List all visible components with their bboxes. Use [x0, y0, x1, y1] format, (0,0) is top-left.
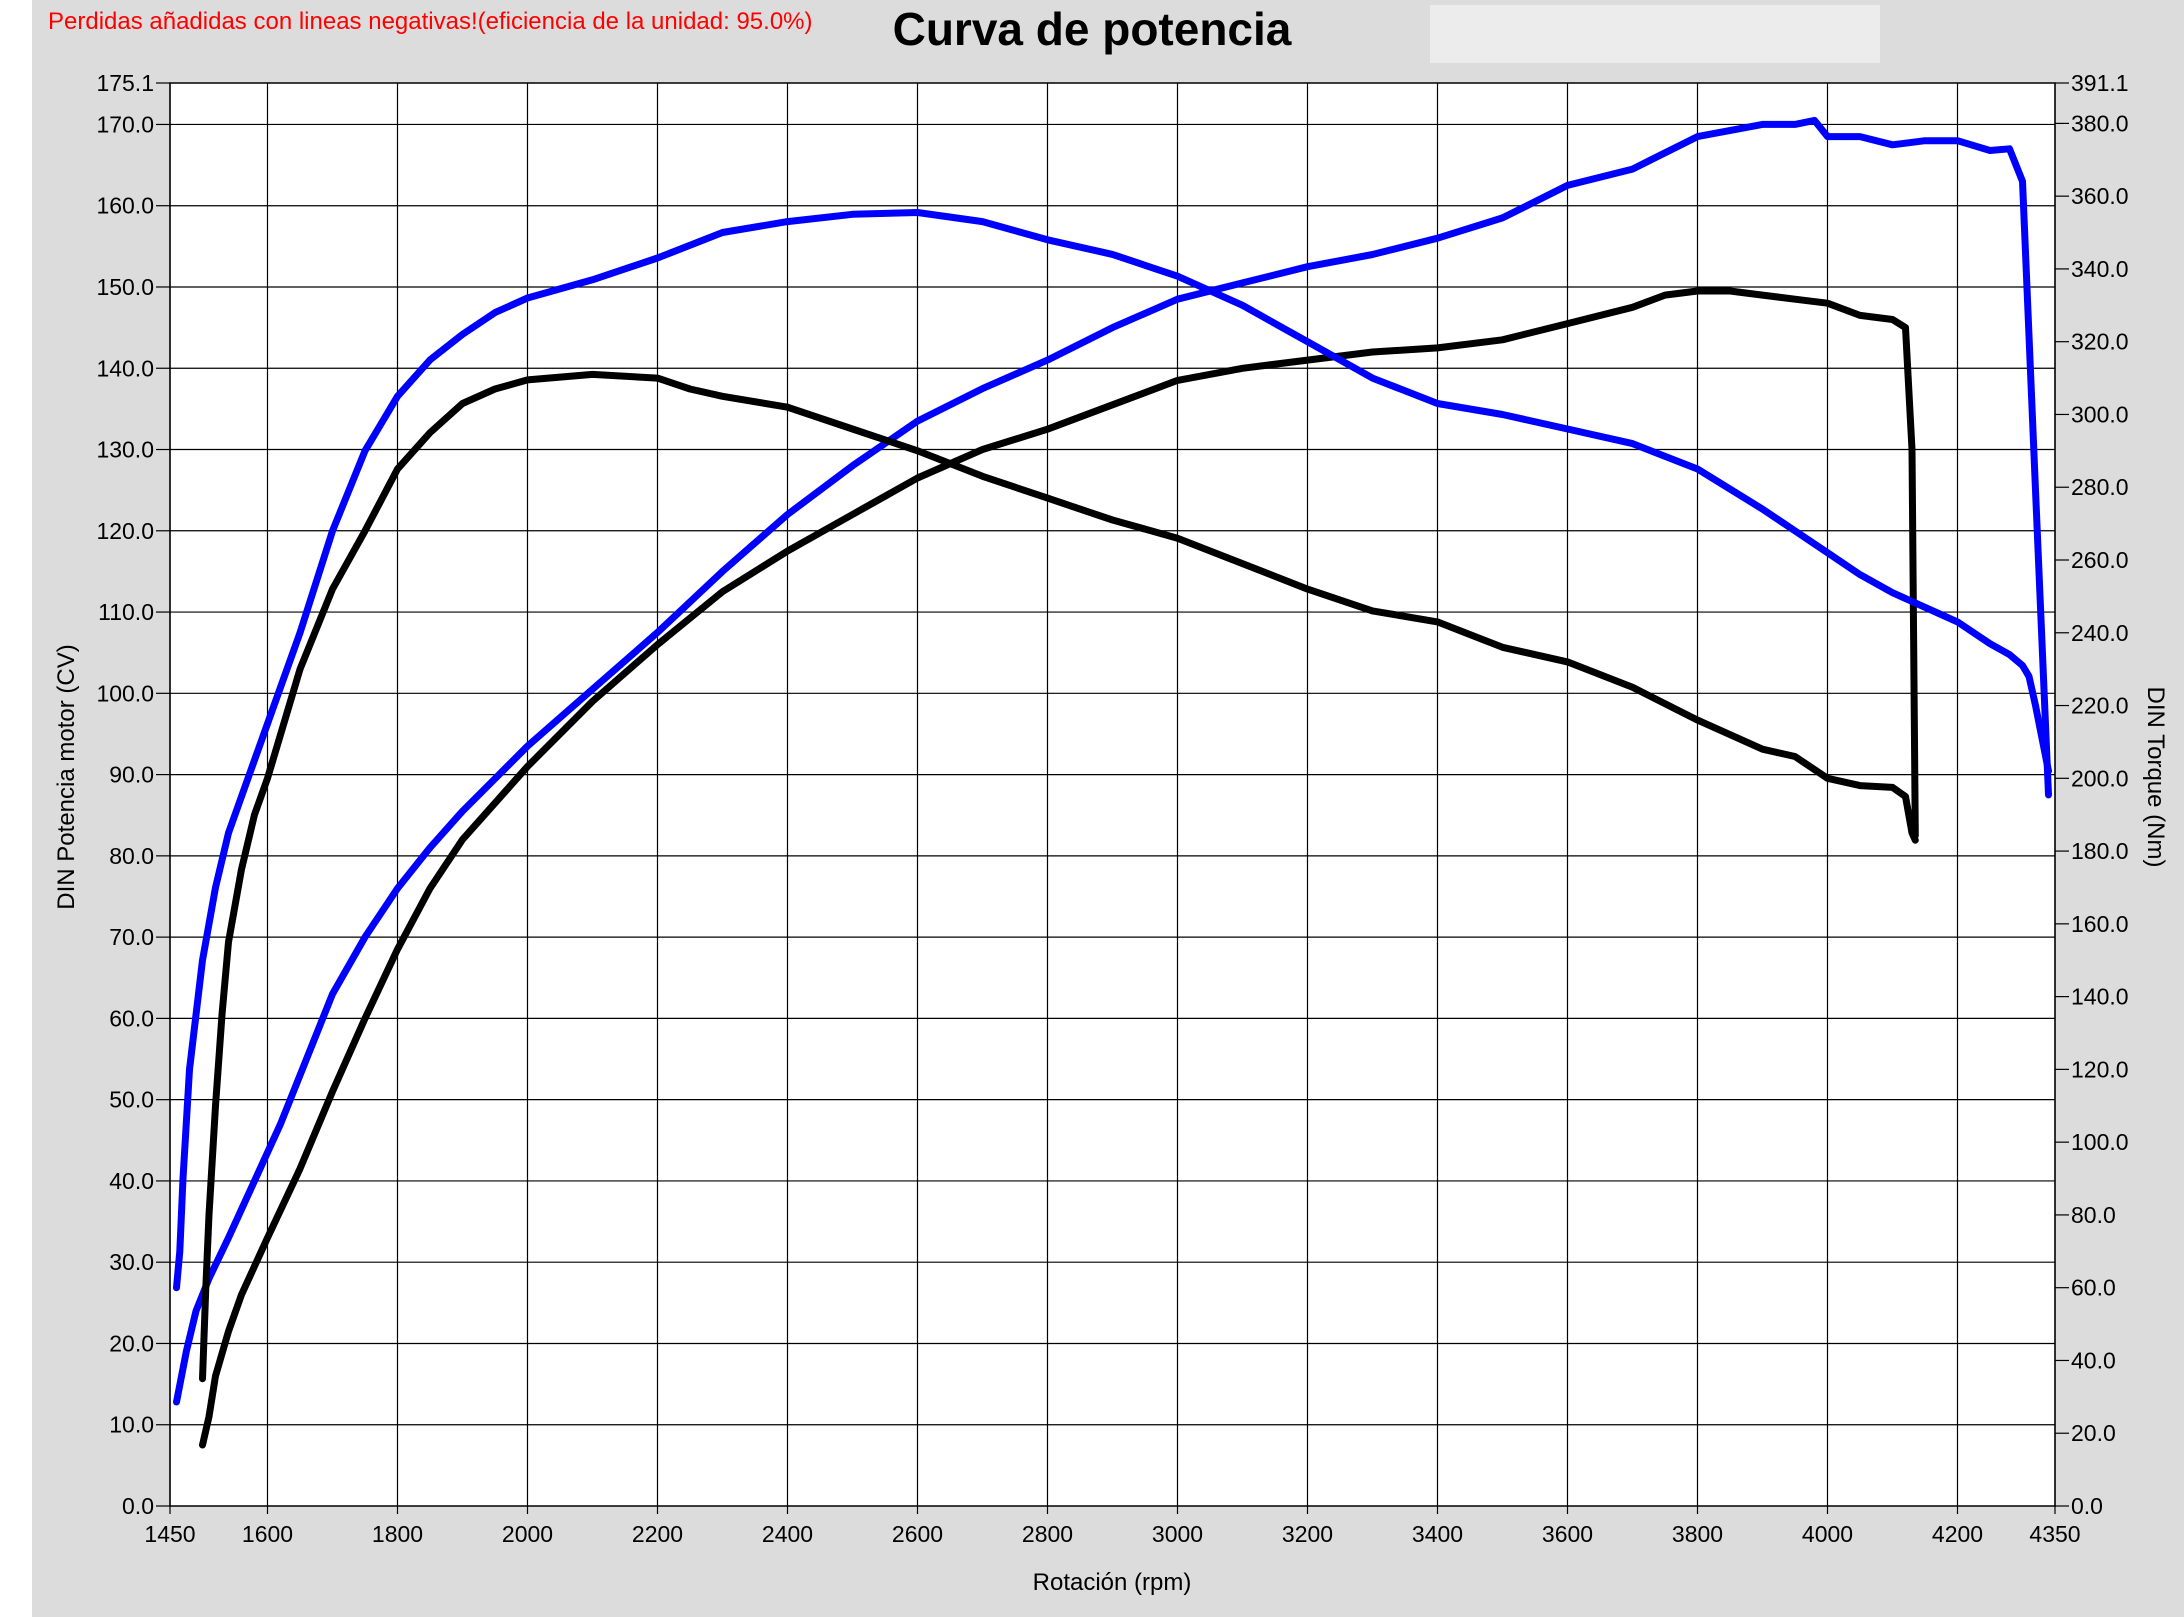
- y-tick-label: 110.0: [98, 599, 154, 625]
- series-line-3: [173, 209, 2052, 1292]
- plot-border: [169, 82, 2056, 1507]
- x-tick-label: 2800: [1022, 1521, 1073, 1547]
- y2-tick-label: 360.0: [2071, 183, 2129, 209]
- series-group: [173, 116, 2052, 1449]
- y-tick-label: 20.0: [109, 1330, 154, 1356]
- y-tick-label: 100.0: [96, 680, 154, 706]
- x-tick-label: 3800: [1672, 1521, 1723, 1547]
- y-tick-label: 80.0: [109, 843, 154, 869]
- series-line-2: [199, 287, 1919, 1449]
- y-tick-label: 130.0: [96, 437, 154, 463]
- y2-tick-label: 140.0: [2071, 984, 2129, 1010]
- y2-tick-label: 120.0: [2071, 1056, 2129, 1082]
- x-tick-label: 3600: [1542, 1521, 1593, 1547]
- y2-tick-label: 80.0: [2071, 1202, 2116, 1228]
- chart-title: Curva de potencia: [892, 3, 1292, 55]
- y2-tick-label: 160.0: [2071, 911, 2129, 937]
- grid: [169, 83, 2056, 1506]
- x-axis: 1450 1600 1800 2000 2200 2400 2600 2800 3000 3200…: [144, 1506, 2081, 1547]
- y2-tick-label: 20.0: [2071, 1420, 2116, 1446]
- y-tick-label: 10.0: [109, 1412, 154, 1438]
- x-tick-label: 4200: [1932, 1521, 1983, 1547]
- x-tick-label: 1450: [144, 1521, 195, 1547]
- y2-tick-label: 180.0: [2071, 838, 2129, 864]
- y2-axis-label: DIN Torque (Nm): [2142, 687, 2169, 868]
- x-tick-label: 2000: [502, 1521, 553, 1547]
- y-tick-label: 170.0: [96, 111, 154, 137]
- series-line-1: [173, 116, 2052, 1406]
- y-tick-label: 90.0: [109, 762, 154, 788]
- y2-tick-label: 200.0: [2071, 765, 2129, 791]
- y2-tick-label: 280.0: [2071, 474, 2129, 500]
- y2-tick-label: 340.0: [2071, 256, 2129, 282]
- y-tick-label: 50.0: [109, 1087, 154, 1113]
- y-tick-label: 150.0: [96, 274, 154, 300]
- x-tick-label: 3400: [1412, 1521, 1463, 1547]
- x-tick-label: 3000: [1152, 1521, 1203, 1547]
- y-tick-label: 0.0: [122, 1493, 154, 1519]
- y2-tick-label: 100.0: [2071, 1129, 2129, 1155]
- y2-tick-label: 0.0: [2071, 1493, 2103, 1519]
- y-tick-label: 70.0: [109, 924, 154, 950]
- y2-tick-label: 260.0: [2071, 547, 2129, 573]
- x-tick-label: 2600: [892, 1521, 943, 1547]
- y2-tick-label: 391.1: [2071, 70, 2129, 96]
- x-tick-label: 2200: [632, 1521, 683, 1547]
- legend-box: [1430, 5, 1880, 63]
- x-tick-label: 4000: [1802, 1521, 1853, 1547]
- y-tick-label: 160.0: [96, 193, 154, 219]
- y-tick-label: 30.0: [109, 1249, 154, 1275]
- y2-tick-label: 300.0: [2071, 401, 2129, 427]
- y2-tick-label: 320.0: [2071, 329, 2129, 355]
- y-tick-label: 120.0: [96, 518, 154, 544]
- x-tick-label: 1600: [242, 1521, 293, 1547]
- y-axis-right: 0.0 20.0 40.0 60.0 80.0 100.0 120.0 140.0 160.0 1…: [2055, 70, 2129, 1519]
- y-tick-label: 40.0: [109, 1168, 154, 1194]
- y2-tick-label: 380.0: [2071, 110, 2129, 136]
- y-axis-label: DIN Potencia motor (CV): [53, 644, 80, 909]
- series-line-4: [199, 370, 1919, 1383]
- y2-tick-label: 220.0: [2071, 693, 2129, 719]
- y-tick-label: 175.1: [96, 70, 154, 96]
- y2-tick-label: 240.0: [2071, 620, 2129, 646]
- x-tick-label: 1800: [372, 1521, 423, 1547]
- x-tick-label: 4350: [2029, 1521, 2080, 1547]
- y2-tick-label: 40.0: [2071, 1347, 2116, 1373]
- y-tick-label: 140.0: [96, 355, 154, 381]
- y2-tick-label: 60.0: [2071, 1275, 2116, 1301]
- x-axis-label: Rotación (rpm): [1033, 1569, 1192, 1596]
- y-tick-label: 60.0: [109, 1005, 154, 1031]
- x-tick-label: 2400: [762, 1521, 813, 1547]
- y-axis-left: 0.0 10.0 20.0 30.0 40.0 50.0 60.0 70.0 80.0 90.0 1…: [96, 70, 170, 1519]
- x-tick-label: 3200: [1282, 1521, 1333, 1547]
- efficiency-note: Perdidas añadidas con lineas negativas!(…: [48, 8, 813, 35]
